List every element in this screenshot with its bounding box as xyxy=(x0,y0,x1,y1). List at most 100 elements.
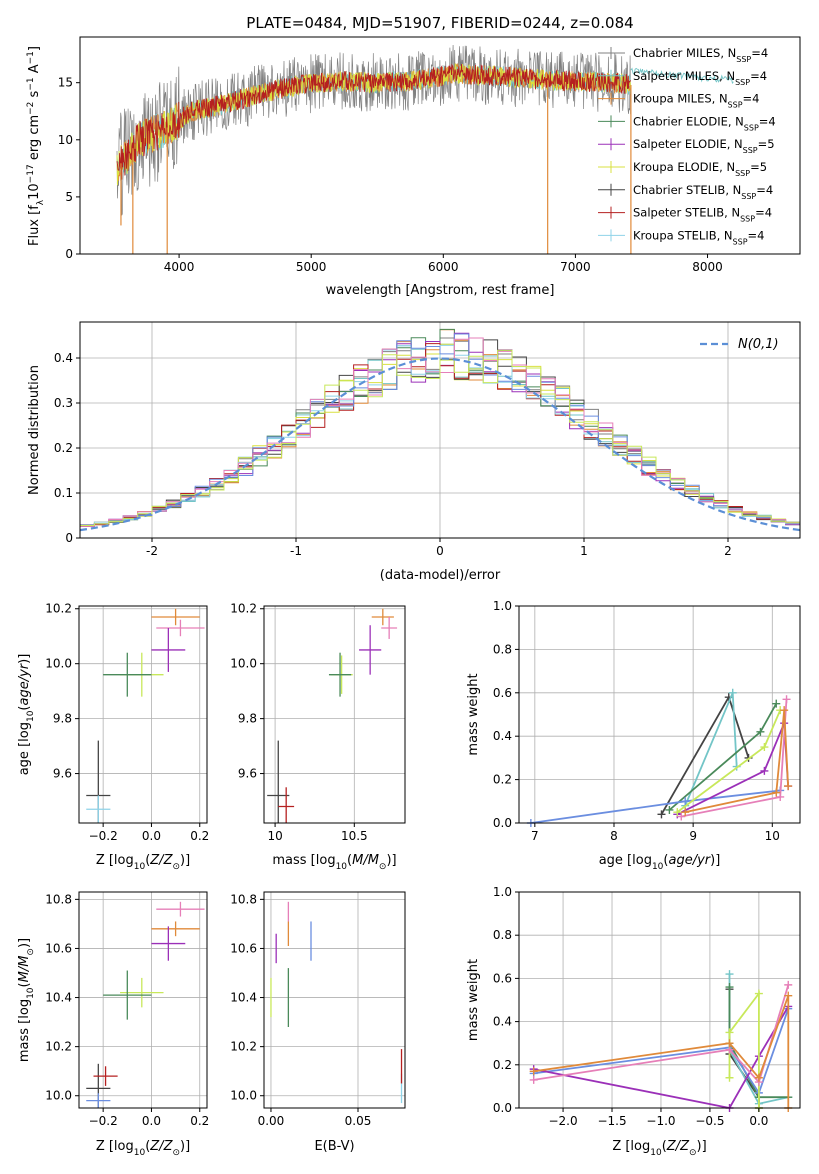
weight-vs-Z-marker xyxy=(784,980,793,989)
mass-vs-Z-axes xyxy=(79,892,207,1108)
mass-vs-Z-xlabel: Z [log10(Z/Z⊙)] xyxy=(96,1139,190,1158)
weight-vs-age-axes xyxy=(519,605,800,827)
weight-vs-Z-axes xyxy=(519,891,800,1112)
age-vs-Z-axes xyxy=(79,606,207,823)
weight-vs-age-marker xyxy=(728,688,737,697)
age-vs-mass-point xyxy=(328,652,352,697)
mass-vs-Z-ytick-label: 10.6 xyxy=(45,941,72,955)
residual-hist-ytick-label: 0 xyxy=(65,531,73,545)
weight-vs-Z-xtick-label: 0.0 xyxy=(749,1114,768,1128)
weight-vs-Z-ylabel: mass weight xyxy=(466,959,481,1041)
age-vs-Z-xtick-label: 0.0 xyxy=(142,829,161,843)
mass-vs-Z-ylabel: mass [log10(M/M⊙)] xyxy=(17,938,36,1062)
weight-vs-age-marker xyxy=(760,766,769,775)
spectrum-frame xyxy=(79,36,801,255)
normal-legend-label: N(0,1) xyxy=(738,337,779,352)
residual-hist-ytick-label: 0.4 xyxy=(54,351,73,365)
spectrum-trace xyxy=(116,44,631,216)
residual-hist-xtick-label: 0 xyxy=(436,544,444,558)
mass-vs-ebv-xtick-label: 0.05 xyxy=(345,1114,372,1128)
age-vs-mass-xlabel: mass [log10(M/M⊙)] xyxy=(272,853,396,872)
age-vs-Z-xlabel: Z [log10(Z/Z⊙)] xyxy=(96,853,190,872)
weight-vs-Z-marker xyxy=(725,1039,734,1048)
residual-hist-xtick-label: -1 xyxy=(290,544,302,558)
spectrum-ticks: 4000 5000 6000 7000 8000 0 5 10 15 xyxy=(58,36,801,274)
weight-vs-age-marker xyxy=(782,695,791,704)
weight-vs-age-xtick-label: 10 xyxy=(765,829,780,843)
legend-label: Kroupa MILES, NSSP=4 xyxy=(633,92,759,110)
age-vs-mass-ytick-label: 9.8 xyxy=(238,712,257,726)
residual-hist-ticks: -2 -1 0 1 2 0 0.1 0.2 0.3 0.4 xyxy=(54,321,801,558)
weight-vs-Z-xtick-label: −1.0 xyxy=(646,1114,675,1128)
weight-vs-Z-series xyxy=(533,1008,790,1095)
mass-vs-ebv-xlabel: E(B-V) xyxy=(314,1139,354,1154)
weight-vs-age-ylabel: mass weight xyxy=(466,673,481,755)
weight-vs-age-ytick-label: 1.0 xyxy=(493,599,512,613)
weight-vs-age-marker xyxy=(772,699,781,708)
weight-vs-age-ytick-label: 0.6 xyxy=(493,686,512,700)
weight-vs-age-marker xyxy=(665,805,674,814)
mass-vs-Z-ytick-label: 10.0 xyxy=(45,1089,72,1103)
mass-vs-ebv-axes xyxy=(264,892,405,1108)
age-vs-Z-ytick-label: 10.0 xyxy=(45,657,72,671)
age-vs-Z-xtick-label: −0.2 xyxy=(89,829,118,843)
residual-hist-xtick-label: -2 xyxy=(146,544,158,558)
age-vs-mass-point xyxy=(278,787,295,823)
mass-vs-ebv-ytick-label: 10.8 xyxy=(230,892,257,906)
weight-vs-age-marker xyxy=(681,797,690,806)
spectrum-ytick-label: 5 xyxy=(65,190,73,204)
hist-xlabel: (data-model)/error xyxy=(380,568,501,583)
weight-vs-age-ytick-label: 0.8 xyxy=(493,642,512,656)
age-vs-Z-point xyxy=(156,619,205,637)
spectrum-xtick-label: 7000 xyxy=(560,260,591,274)
mass-vs-Z-xtick-label: 0.0 xyxy=(142,1114,161,1128)
age-vs-mass-frame xyxy=(263,605,406,824)
weight-vs-Z-marker xyxy=(784,991,793,1000)
legend-label: Salpeter MILES, NSSP=4 xyxy=(633,69,767,87)
mass-vs-ebv-xtick-label: 0.00 xyxy=(258,1114,285,1128)
mass-vs-Z-point xyxy=(120,977,164,1008)
legend-entry: Salpeter STELIB, NSSP=4 xyxy=(598,206,772,224)
weight-vs-age-frame xyxy=(518,605,801,824)
weight-vs-age-series xyxy=(685,710,789,813)
legend-entry: Kroupa STELIB, NSSP=4 xyxy=(598,228,764,246)
mass-vs-Z-point xyxy=(151,921,200,937)
age-vs-mass-xtick-label: 10.5 xyxy=(341,829,368,843)
spectrum-ytick-label: 15 xyxy=(58,76,73,90)
legend-label: Salpeter STELIB, NSSP=4 xyxy=(633,206,772,224)
age-vs-Z-point xyxy=(86,795,111,823)
age-vs-Z-point xyxy=(103,652,152,697)
age-vs-mass-ytick-label: 10.0 xyxy=(230,657,257,671)
spectrum-ylabel: Flux [fλ10−17 erg cm−2 s−1 A−1] xyxy=(26,46,46,246)
weight-vs-Z-xtick-label: −2.0 xyxy=(548,1114,577,1128)
mass-vs-ebv-frame xyxy=(263,891,406,1109)
mass-vs-ebv-ytick-label: 10.4 xyxy=(230,991,257,1005)
weight-vs-Z-marker xyxy=(725,1073,734,1082)
weight-vs-age-marker xyxy=(784,782,793,791)
age-vs-Z-ticks: −0.2 0.0 0.2 9.6 9.8 10.0 10.2 xyxy=(45,602,209,843)
age-vs-mass-ticks: 10 10.5 9.6 9.8 10.0 10.2 xyxy=(230,602,406,843)
spectrum-xtick-label: 6000 xyxy=(428,260,459,274)
legend-label: Chabrier MILES, NSSP=4 xyxy=(633,46,768,64)
spectrum-model-tail xyxy=(630,67,734,84)
weight-vs-Z-marker xyxy=(529,1075,538,1084)
mass-vs-ebv-ytick-label: 10.0 xyxy=(230,1089,257,1103)
age-vs-mass-point xyxy=(381,616,398,639)
mass-vs-Z-xtick-label: −0.2 xyxy=(89,1114,118,1128)
weight-vs-Z-ytick-label: 0.8 xyxy=(493,928,512,942)
weight-vs-Z-series xyxy=(533,984,790,1084)
weight-vs-Z-marker xyxy=(754,989,763,998)
normal-curve xyxy=(79,357,801,532)
weight-vs-Z-ytick-label: 0.0 xyxy=(493,1101,512,1115)
spectrum-xlabel: wavelength [Angstrom, rest frame] xyxy=(326,283,555,298)
legend-entry: Chabrier STELIB, NSSP=4 xyxy=(598,183,773,200)
mass-vs-Z-ytick-label: 10.8 xyxy=(45,892,72,906)
hist-ylabel: Normed distribution xyxy=(27,365,42,495)
weight-vs-Z-ytick-label: 0.6 xyxy=(493,971,512,985)
weight-vs-age-series xyxy=(668,703,778,811)
weight-vs-age-ytick-label: 0.0 xyxy=(493,816,512,830)
legend-label: Kroupa STELIB, NSSP=4 xyxy=(633,228,764,246)
mass-vs-Z-xtick-label: 0.2 xyxy=(190,1114,209,1128)
legend-label: Kroupa ELODIE, NSSP=5 xyxy=(633,160,767,178)
